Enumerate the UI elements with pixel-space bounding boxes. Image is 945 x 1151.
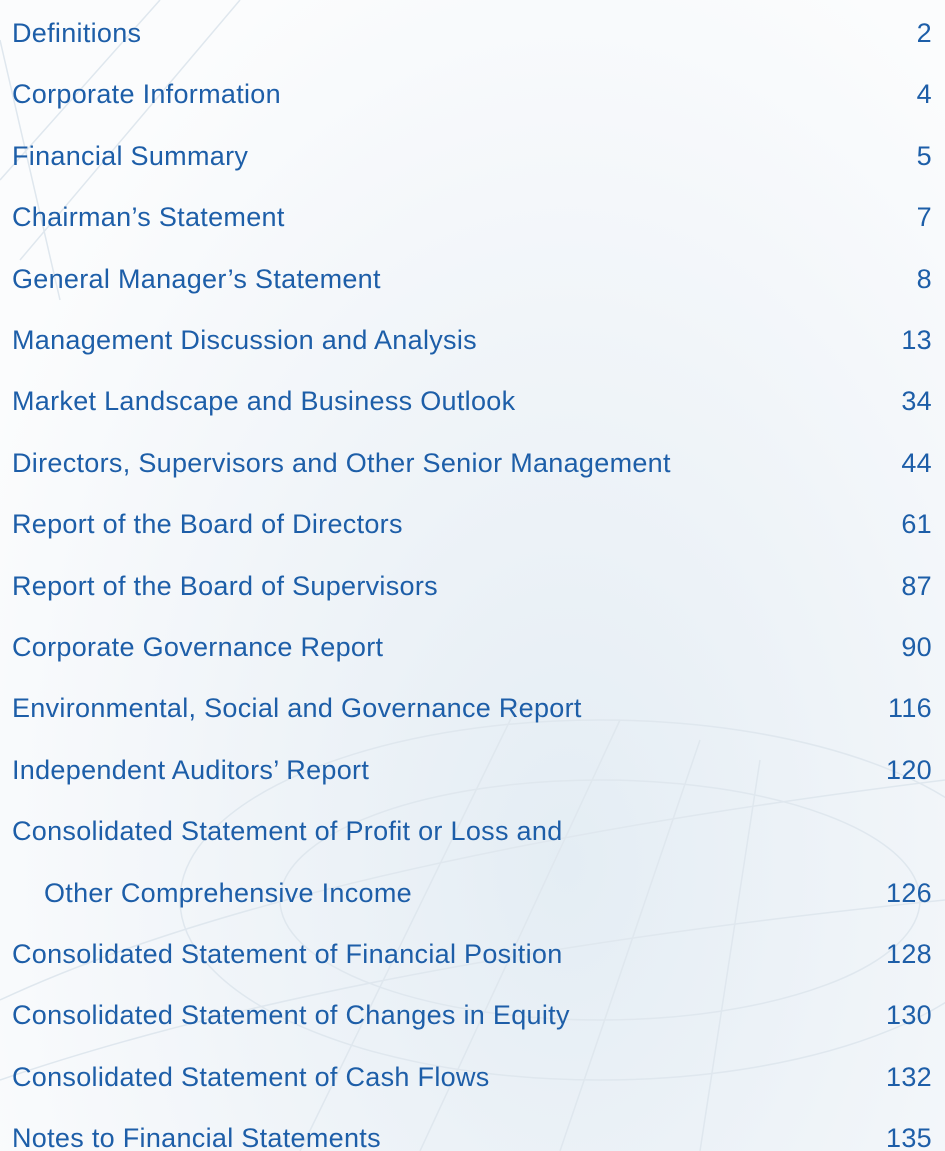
- entry-title: Independent Auditors’ Report: [12, 754, 370, 785]
- page-number: 34: [901, 386, 932, 417]
- page-number: 8: [916, 263, 932, 294]
- toc-entry: Consolidated Statement of Financial Posi…: [12, 934, 932, 974]
- entry-title: Management Discussion and Analysis: [12, 325, 477, 355]
- page-number: 7: [916, 202, 932, 233]
- page-number: 4: [916, 79, 932, 110]
- entry-title: Directors, Supervisors and Other Senior …: [12, 447, 671, 478]
- toc-entry: Chairman’s Statement 7: [12, 197, 932, 237]
- toc-entry: Corporate Information 4: [12, 74, 932, 114]
- entry-title: Consolidated Statement of Profit or Loss…: [12, 816, 563, 847]
- entry-title: Environmental, Social and Governance Rep…: [12, 693, 582, 724]
- page-number: 61: [901, 509, 932, 540]
- toc-entry: Financial Summary 5: [12, 136, 932, 176]
- toc-entry: Notes to Financial Statements 135: [12, 1118, 932, 1151]
- entry-title: Consolidated Statement of Changes in Equ…: [12, 1000, 570, 1031]
- toc-entry: Environmental, Social and Governance Rep…: [12, 688, 932, 728]
- page-number: 120: [886, 754, 932, 785]
- page-number: 90: [901, 632, 932, 662]
- entry-title: Consolidated Statement of Cash Flows: [12, 1061, 490, 1092]
- entry-title: Consolidated Statement of Financial Posi…: [12, 939, 563, 969]
- toc-entry: Market Landscape and Business Outlook 34: [12, 381, 932, 421]
- page-number: 116: [888, 693, 932, 724]
- toc-entry: Independent Auditors’ Report 120: [12, 750, 932, 790]
- page-number: 135: [886, 1123, 932, 1151]
- toc-entry: Management Discussion and Analysis 13: [12, 320, 932, 360]
- toc-entry: Consolidated Statement of Cash Flows 132: [12, 1057, 932, 1097]
- toc-entry: Directors, Supervisors and Other Senior …: [12, 443, 932, 483]
- entry-title: Other Comprehensive Income: [44, 877, 412, 908]
- page-number: 128: [886, 939, 932, 969]
- entry-title: Corporate Information: [12, 79, 281, 110]
- toc-entry: Report of the Board of Directors 61: [12, 504, 932, 544]
- entry-title: Financial Summary: [12, 140, 249, 171]
- entry-title: Corporate Governance Report: [12, 632, 384, 662]
- toc-entry: Definitions 2: [12, 13, 932, 53]
- page-number: 132: [886, 1061, 932, 1092]
- toc-entry: Report of the Board of Supervisors 87: [12, 566, 932, 606]
- page-number: 5: [916, 140, 932, 171]
- entry-title: Definitions: [12, 18, 142, 48]
- page-number: 87: [901, 570, 932, 601]
- toc-entry: Consolidated Statement of Profit or Loss…: [12, 811, 932, 851]
- page-number: 2: [916, 18, 932, 48]
- toc-entry: Corporate Governance Report 90: [12, 627, 932, 667]
- entry-title: Report of the Board of Supervisors: [12, 570, 438, 601]
- entry-title: Notes to Financial Statements: [12, 1123, 381, 1151]
- entry-title: General Manager’s Statement: [12, 263, 381, 294]
- page-number: 44: [901, 447, 932, 478]
- page-number: 130: [886, 1000, 932, 1031]
- toc-entry: General Manager’s Statement 8: [12, 259, 932, 299]
- entry-title: Chairman’s Statement: [12, 202, 285, 233]
- entry-title: Market Landscape and Business Outlook: [12, 386, 516, 417]
- toc-entry: Other Comprehensive Income 126: [12, 873, 932, 913]
- toc-entry: Consolidated Statement of Changes in Equ…: [12, 995, 932, 1035]
- entry-title: Report of the Board of Directors: [12, 509, 403, 540]
- page-number: 13: [901, 325, 932, 355]
- page-number: 126: [886, 877, 932, 908]
